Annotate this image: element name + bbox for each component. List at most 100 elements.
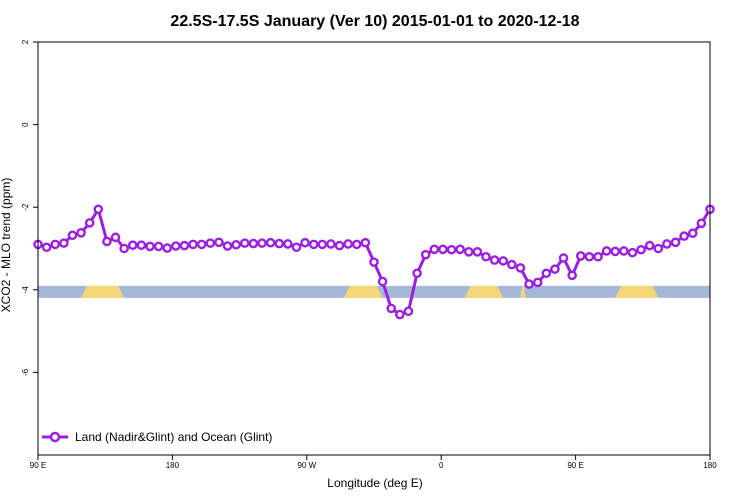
data-point xyxy=(412,268,422,279)
data-point xyxy=(653,243,664,254)
data-point xyxy=(463,247,474,257)
data-point xyxy=(670,237,681,248)
data-point xyxy=(403,306,414,317)
data-point xyxy=(550,264,560,274)
y-tick-label: -4 xyxy=(21,286,30,294)
y-tick-label: 0 xyxy=(21,122,30,127)
data-point xyxy=(532,277,543,288)
legend: Land (Nadir&Glint) and Ocean (Glint) xyxy=(42,430,272,444)
data-point xyxy=(662,239,672,249)
data-point xyxy=(257,238,267,248)
land-segment-1 xyxy=(343,285,383,298)
data-point xyxy=(472,247,483,257)
x-tick-label: 90 E xyxy=(567,461,583,470)
x-tick-label: 180 xyxy=(703,461,717,470)
data-point xyxy=(455,244,465,255)
plot-frame xyxy=(37,41,711,456)
data-point xyxy=(153,241,164,252)
data-point xyxy=(601,246,612,256)
data-point xyxy=(575,251,586,261)
data-point xyxy=(283,239,293,249)
data-point xyxy=(593,251,603,262)
data-point xyxy=(619,246,629,256)
x-tick-label: 180 xyxy=(166,461,180,470)
data-point xyxy=(317,239,328,250)
land-segment-2 xyxy=(464,285,504,298)
data-point xyxy=(584,251,595,262)
data-point xyxy=(429,244,440,255)
x-tick-label: 0 xyxy=(439,461,444,470)
legend-label: Land (Nadir&Glint) and Ocean (Glint) xyxy=(75,430,272,444)
data-point xyxy=(377,276,388,287)
data-point xyxy=(188,239,198,250)
y-tick-label: -6 xyxy=(21,368,30,376)
chart-title: 22.5S-17.5S January (Ver 10) 2015-01-01 … xyxy=(170,13,579,30)
data-point xyxy=(222,241,233,251)
series-layer xyxy=(33,204,715,320)
data-point xyxy=(179,240,190,251)
data-point xyxy=(558,253,569,263)
axes-layer: 90 E 180 90 W 0 90 E 180 2 0 -2 -4 -6 xyxy=(21,39,717,470)
y-axis-label: XCO2 - MLO trend (ppm) xyxy=(0,178,13,313)
data-point xyxy=(291,242,302,253)
data-point xyxy=(110,232,121,243)
data-point xyxy=(334,240,345,251)
data-point xyxy=(102,236,112,247)
data-point xyxy=(41,242,52,253)
data-point xyxy=(351,239,362,250)
data-point xyxy=(420,249,431,260)
data-point xyxy=(84,218,95,228)
data-point xyxy=(136,240,147,250)
data-point xyxy=(644,240,655,251)
data-point xyxy=(679,231,689,241)
data-point xyxy=(93,204,104,215)
data-point xyxy=(326,239,336,249)
x-tick-label: 90 E xyxy=(30,461,46,470)
data-point xyxy=(369,257,379,267)
data-point xyxy=(386,303,397,314)
data-point xyxy=(239,238,250,248)
data-point xyxy=(214,237,224,248)
land-segment-3 xyxy=(520,285,526,298)
data-point xyxy=(265,237,276,248)
data-point xyxy=(507,259,517,270)
data-point xyxy=(636,244,646,255)
data-point xyxy=(59,238,69,248)
surface-bar xyxy=(38,285,710,298)
data-point xyxy=(541,268,552,279)
data-point xyxy=(610,246,621,257)
data-point xyxy=(274,238,285,249)
data-point xyxy=(343,239,353,249)
data-point xyxy=(524,279,534,289)
data-point xyxy=(696,218,707,229)
data-point xyxy=(308,239,319,250)
data-point xyxy=(300,237,310,248)
data-point xyxy=(446,244,457,255)
data-point xyxy=(248,238,259,249)
y-tick-label: -2 xyxy=(21,203,30,211)
data-point xyxy=(567,270,577,281)
data-point xyxy=(481,251,491,262)
data-point xyxy=(395,309,405,320)
x-axis-label: Longitude (deg E) xyxy=(327,476,422,490)
x-tick-label: 90 W xyxy=(297,461,316,470)
y-tick-label: 2 xyxy=(21,39,30,44)
data-point xyxy=(127,240,138,250)
data-point xyxy=(438,244,448,255)
data-point xyxy=(76,228,86,238)
land-segment-0 xyxy=(81,285,125,298)
data-point xyxy=(50,239,61,250)
data-point xyxy=(205,238,216,248)
data-point xyxy=(360,237,371,248)
data-point xyxy=(67,230,78,241)
data-point xyxy=(498,256,509,266)
data-point xyxy=(489,255,500,265)
land-segment-4 xyxy=(615,285,659,298)
data-point xyxy=(171,241,181,251)
data-point xyxy=(145,241,155,252)
data-point xyxy=(627,247,638,258)
data-point xyxy=(196,239,207,250)
legend-marker xyxy=(49,431,61,443)
data-point xyxy=(515,263,526,273)
